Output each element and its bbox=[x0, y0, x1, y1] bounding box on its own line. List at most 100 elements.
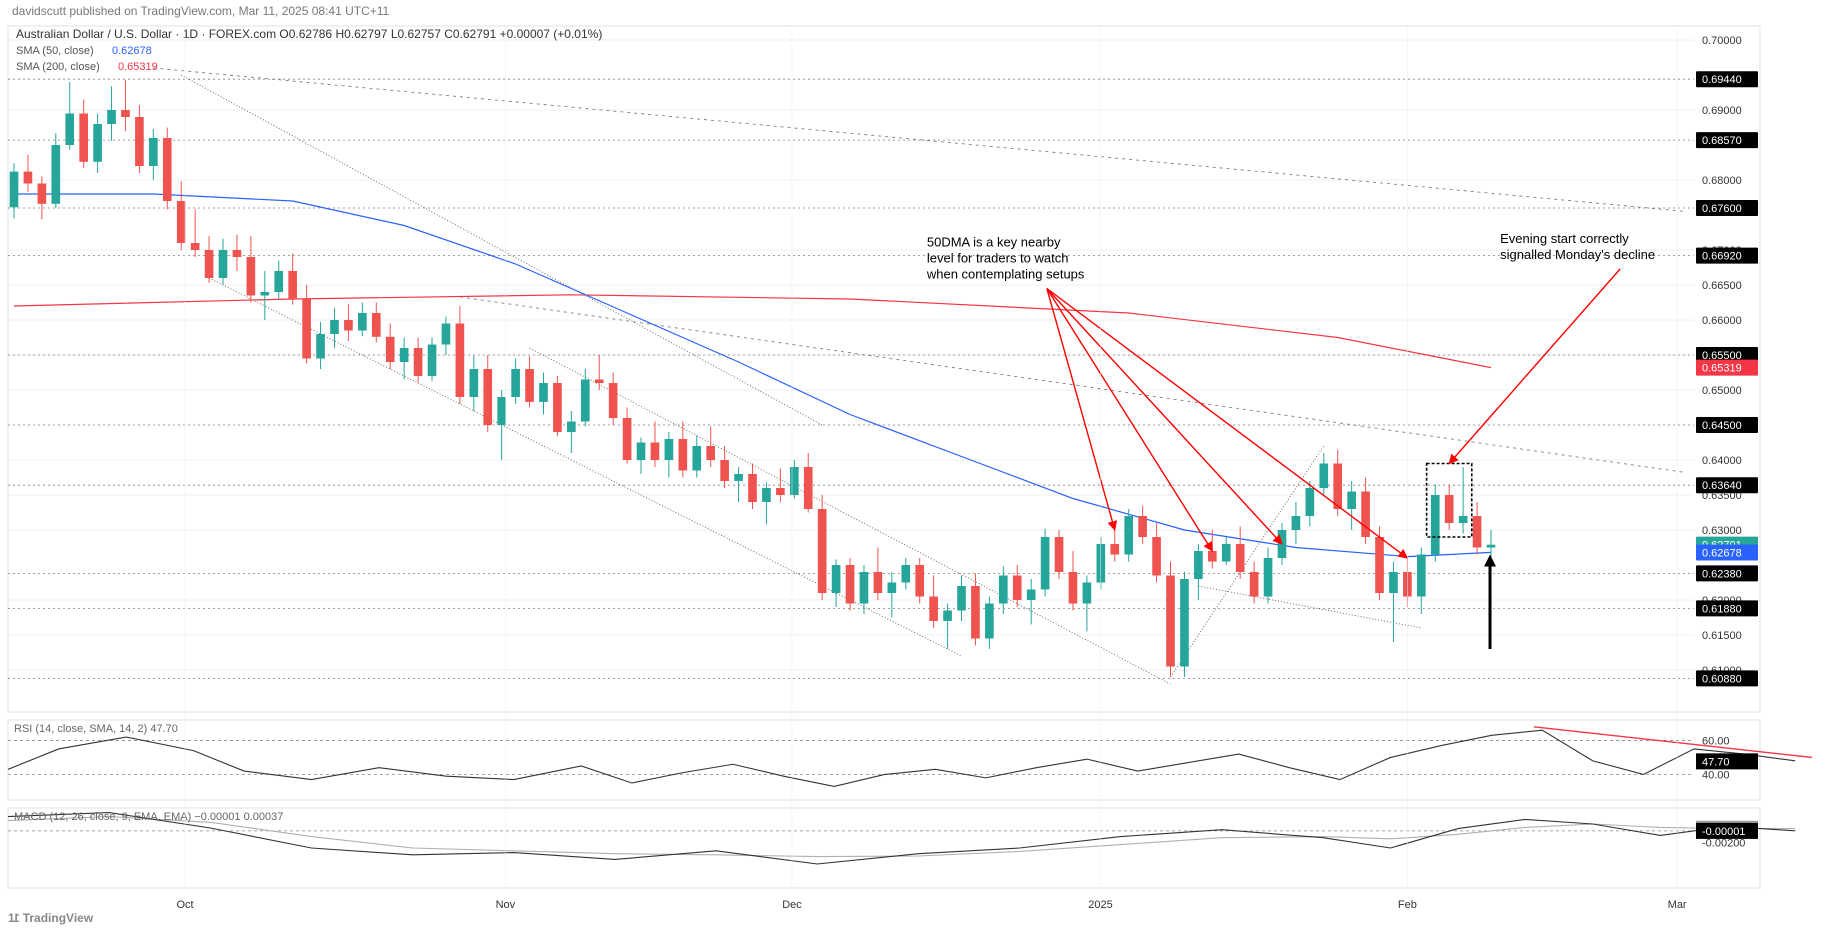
candle bbox=[93, 124, 102, 162]
candle bbox=[1431, 495, 1440, 555]
candle bbox=[1319, 464, 1328, 489]
candle bbox=[1166, 576, 1175, 667]
candle bbox=[651, 443, 660, 461]
candle bbox=[818, 509, 827, 593]
candle bbox=[1180, 579, 1189, 667]
candle bbox=[929, 597, 938, 622]
candle bbox=[163, 138, 172, 201]
svg-text:Australian Dollar / U.S. Dolla: Australian Dollar / U.S. Dollar · 1D · F… bbox=[16, 27, 602, 41]
annotation-arrow-icon bbox=[1449, 269, 1620, 464]
candle bbox=[846, 565, 855, 604]
watermark: 11 TradingView bbox=[8, 911, 93, 925]
candle bbox=[483, 369, 492, 425]
candle bbox=[1389, 572, 1398, 593]
candle bbox=[595, 380, 604, 384]
candle bbox=[553, 383, 562, 432]
candle bbox=[1097, 544, 1106, 583]
candle bbox=[971, 586, 980, 639]
candle bbox=[915, 565, 924, 597]
candle bbox=[679, 439, 688, 471]
svg-text:RSI (14, close, SMA, 14, 2): RSI (14, close, SMA, 14, 2) 47.70 bbox=[14, 723, 178, 735]
chart-svg[interactable]: 0.700000.690000.680000.670000.665000.660… bbox=[0, 0, 1835, 931]
svg-text:Evening start correctly: Evening start correctly bbox=[1500, 231, 1629, 246]
candle bbox=[762, 488, 771, 502]
candle bbox=[233, 250, 242, 257]
candle bbox=[205, 250, 214, 278]
svg-text:Feb: Feb bbox=[1398, 899, 1417, 911]
candle bbox=[149, 138, 158, 166]
candle bbox=[288, 271, 297, 299]
svg-text:level for traders to watch: level for traders to watch bbox=[927, 251, 1069, 266]
candle bbox=[38, 184, 47, 204]
candle bbox=[1473, 516, 1482, 548]
svg-text:0.65319: 0.65319 bbox=[1702, 363, 1742, 375]
candle bbox=[456, 324, 465, 398]
candle bbox=[609, 383, 618, 418]
candle bbox=[1027, 590, 1036, 601]
svg-text:0.63640: 0.63640 bbox=[1702, 480, 1742, 492]
candle bbox=[1292, 516, 1301, 530]
candle bbox=[414, 348, 423, 376]
candle bbox=[1417, 555, 1426, 597]
candle bbox=[1194, 551, 1203, 579]
candle bbox=[358, 313, 367, 331]
annotation-arrow-icon bbox=[1047, 289, 1212, 552]
candle bbox=[1487, 545, 1496, 548]
candle bbox=[957, 586, 966, 611]
candle bbox=[1306, 488, 1315, 516]
candle bbox=[51, 145, 60, 204]
publish-header: davidscutt published on TradingView.com,… bbox=[12, 4, 389, 18]
candle bbox=[832, 565, 841, 593]
candle bbox=[1375, 537, 1384, 593]
svg-text:0.61880: 0.61880 bbox=[1702, 603, 1742, 615]
candle bbox=[1361, 492, 1370, 538]
svg-text:when contemplating setups: when contemplating setups bbox=[926, 267, 1085, 282]
candle bbox=[581, 380, 590, 422]
svg-text:0.62380: 0.62380 bbox=[1702, 568, 1742, 580]
candle bbox=[442, 324, 451, 345]
candle bbox=[1138, 516, 1147, 537]
candle bbox=[191, 243, 200, 250]
candle bbox=[386, 337, 395, 362]
svg-text:0.66000: 0.66000 bbox=[1702, 315, 1742, 327]
svg-text:0.66500: 0.66500 bbox=[1702, 280, 1742, 292]
svg-text:Mar: Mar bbox=[1668, 899, 1687, 911]
candle bbox=[247, 257, 256, 296]
candle bbox=[497, 397, 506, 425]
svg-text:0.68000: 0.68000 bbox=[1702, 175, 1742, 187]
candle bbox=[539, 383, 548, 402]
candle bbox=[525, 369, 534, 402]
svg-text:0.64500: 0.64500 bbox=[1702, 420, 1742, 432]
candle bbox=[428, 345, 437, 377]
candle bbox=[344, 320, 353, 331]
candle bbox=[901, 565, 910, 583]
candle bbox=[219, 250, 228, 278]
candle bbox=[1333, 464, 1342, 510]
black-up-arrow-icon bbox=[1484, 555, 1496, 567]
rsi-line bbox=[8, 730, 1795, 786]
candle bbox=[260, 292, 269, 296]
candle bbox=[734, 474, 743, 481]
candle bbox=[24, 172, 33, 184]
candle bbox=[1264, 558, 1273, 597]
candle bbox=[274, 271, 283, 292]
svg-text:2025: 2025 bbox=[1088, 899, 1112, 911]
candle bbox=[943, 611, 952, 622]
svg-text:0.69440: 0.69440 bbox=[1702, 74, 1742, 86]
svg-text:0.69000: 0.69000 bbox=[1702, 105, 1742, 117]
candle bbox=[1152, 537, 1161, 576]
svg-text:0.66920: 0.66920 bbox=[1702, 251, 1742, 263]
svg-text:0.65000: 0.65000 bbox=[1702, 385, 1742, 397]
candle bbox=[692, 446, 701, 471]
candle bbox=[10, 172, 19, 208]
candle bbox=[623, 418, 632, 460]
candle bbox=[400, 348, 409, 362]
svg-text:Dec: Dec bbox=[782, 899, 802, 911]
candle bbox=[1083, 583, 1092, 604]
candle bbox=[107, 110, 116, 124]
candle bbox=[1124, 516, 1133, 555]
candle bbox=[706, 446, 715, 460]
candle bbox=[874, 572, 883, 593]
candle bbox=[302, 299, 311, 359]
svg-text:signalled Monday's decline: signalled Monday's decline bbox=[1500, 247, 1655, 262]
